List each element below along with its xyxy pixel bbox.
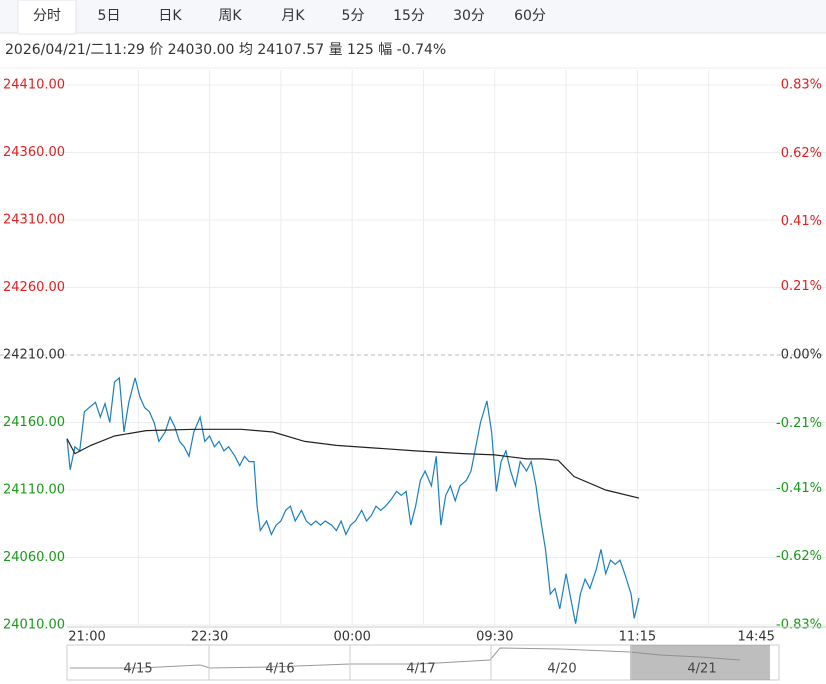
x-tick-label: 14:45 [737,630,774,645]
navigator-window [630,645,770,680]
y-tick-label: 24160.00 [3,415,65,430]
tab-active [17,0,77,35]
y-tick-label: 24210.00 [3,348,65,363]
y2-tick-label: -0.83% [776,618,822,633]
y2-tick-label: -0.41% [776,481,822,496]
tab[interactable]: 5分 [342,8,365,24]
tab[interactable]: 分时 [33,8,61,24]
navigator-label: 4/15 [123,662,152,677]
y2-tick-label: 0.83% [781,78,822,93]
navigator-label: 4/17 [406,662,435,677]
tab[interactable]: 日K [158,8,182,24]
tab[interactable]: 60分 [514,8,546,24]
y-tick-label: 24260.00 [3,280,65,295]
navigator: 4/15 4/16 4/17 4/20 4/21 [66,644,780,681]
y-tick-label: 24010.00 [3,618,65,633]
quote-info: 2026/04/21/二11:29 价 24030.00 均 24107.57 … [5,42,446,58]
tab[interactable]: 5日 [98,8,121,24]
x-tick-label: 22:30 [191,630,228,645]
y-tick-label: 24360.00 [3,145,65,160]
y-tick-label: 24310.00 [3,213,65,228]
tab-bar [0,0,826,33]
y2-tick-label: 0.62% [781,146,822,161]
y-tick-label: 24410.00 [3,78,65,93]
x-tick-label: 21:00 [68,630,105,645]
y-tick-label: 24060.00 [3,550,65,565]
navigator-label: 4/20 [547,662,576,677]
price-line [66,376,640,624]
x-tick-label: 00:00 [333,630,370,645]
y2-tick-label: 0.41% [781,214,822,229]
tab[interactable]: 30分 [453,8,485,24]
x-tick-label: 11:15 [619,630,656,645]
navigator-label: 4/16 [265,662,294,677]
y2-tick-label: -0.21% [776,416,822,431]
tab[interactable]: 月K [281,8,305,24]
x-tick-label: 09:30 [476,630,513,645]
tab[interactable]: 周K [218,8,242,24]
y2-tick-label: 0.00% [781,348,822,363]
y2-tick-label: 0.21% [781,279,822,294]
y2-tick-label: -0.62% [776,549,822,564]
navigator-label: 4/21 [687,662,716,677]
y-tick-label: 24110.00 [3,483,65,498]
tab[interactable]: 15分 [393,8,425,24]
price-line [66,428,640,499]
